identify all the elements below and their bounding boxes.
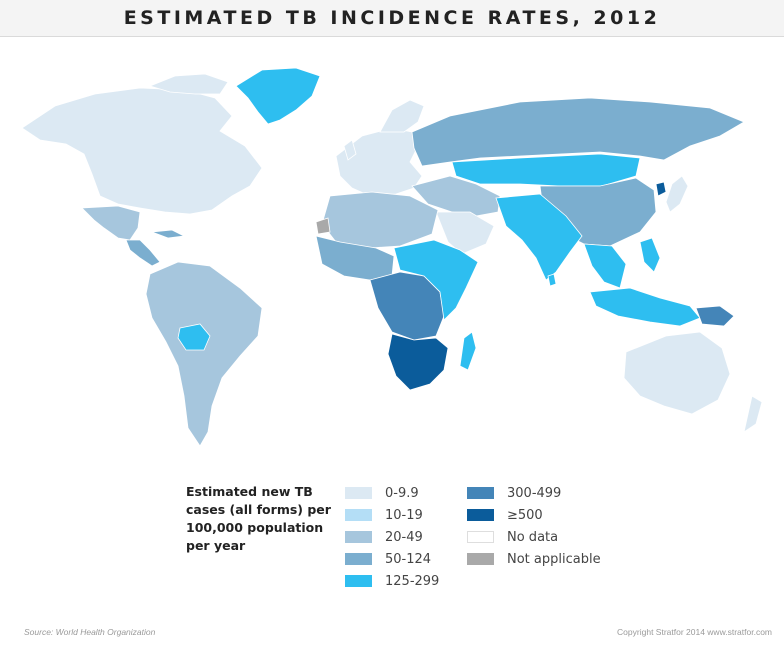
region-middle-east bbox=[411, 175, 501, 217]
legend-label: 300-499 bbox=[507, 485, 562, 501]
legend-item: 0-9.9 bbox=[345, 482, 439, 504]
region-north-america-islands bbox=[148, 73, 229, 95]
region-philippines bbox=[639, 237, 661, 273]
legend-swatch bbox=[345, 553, 372, 565]
legend-item: 50-124 bbox=[345, 548, 439, 570]
legend-column-1: 0-9.9 10-19 20-49 50-124 125-299 bbox=[345, 482, 439, 592]
legend-swatch bbox=[467, 509, 494, 521]
region-australia bbox=[623, 331, 731, 415]
legend-swatch bbox=[467, 487, 494, 499]
legend-swatch bbox=[467, 531, 494, 543]
region-south-america bbox=[145, 261, 263, 447]
region-central-africa bbox=[369, 271, 445, 341]
region-se-asia-islands bbox=[589, 287, 701, 327]
world-map bbox=[21, 67, 763, 447]
legend-swatch bbox=[345, 509, 372, 521]
legend-label: Not applicable bbox=[507, 551, 601, 567]
legend-item: 125-299 bbox=[345, 570, 439, 592]
region-caribbean bbox=[151, 229, 186, 239]
region-sri-lanka bbox=[547, 273, 557, 287]
legend-swatch bbox=[467, 553, 494, 565]
region-new-zealand bbox=[743, 395, 763, 433]
map-title: ESTIMATED TB INCIDENCE RATES, 2012 bbox=[123, 7, 661, 29]
region-png bbox=[695, 305, 735, 327]
region-europe bbox=[335, 127, 423, 197]
legend-swatch bbox=[345, 487, 372, 499]
region-east-africa bbox=[393, 239, 479, 321]
legend-swatch bbox=[345, 531, 372, 543]
title-bar: ESTIMATED TB INCIDENCE RATES, 2012 bbox=[0, 0, 784, 37]
legend-item: 20-49 bbox=[345, 526, 439, 548]
region-southern-africa bbox=[387, 333, 449, 391]
region-greenland bbox=[235, 67, 321, 125]
legend-item: Not applicable bbox=[467, 548, 601, 570]
legend-heading: Estimated new TB cases (all forms) per 1… bbox=[186, 484, 331, 553]
source-note: Source: World Health Organization bbox=[24, 627, 156, 637]
region-scandinavia bbox=[379, 99, 425, 133]
region-bolivia bbox=[177, 323, 211, 351]
legend-label: 0-9.9 bbox=[385, 485, 419, 501]
region-mexico bbox=[81, 205, 141, 241]
region-india bbox=[495, 193, 583, 281]
region-north-america bbox=[21, 87, 263, 215]
legend-label: 10-19 bbox=[385, 507, 423, 523]
legend-item: 10-19 bbox=[345, 504, 439, 526]
region-central-asia bbox=[451, 153, 641, 187]
region-russia bbox=[411, 97, 745, 167]
legend-label: No data bbox=[507, 529, 559, 545]
region-madagascar bbox=[459, 331, 477, 371]
legend-item: ≥500 bbox=[467, 504, 601, 526]
legend-item: 300-499 bbox=[467, 482, 601, 504]
region-se-asia-mainland bbox=[583, 243, 627, 289]
copyright-note: Copyright Stratfor 2014 www.stratfor.com bbox=[617, 627, 772, 637]
region-japan bbox=[665, 175, 689, 213]
legend-item: No data bbox=[467, 526, 601, 548]
region-north-africa bbox=[321, 191, 439, 249]
legend-label: ≥500 bbox=[507, 507, 543, 523]
legend-swatch bbox=[345, 575, 372, 587]
region-central-america bbox=[125, 239, 161, 267]
legend-column-2: 300-499 ≥500 No data Not applicable bbox=[467, 482, 601, 570]
legend-label: 50-124 bbox=[385, 551, 432, 567]
region-north-korea bbox=[655, 181, 667, 197]
region-uk bbox=[343, 139, 357, 161]
legend-label: 125-299 bbox=[385, 573, 440, 589]
region-western-sahara bbox=[315, 217, 331, 235]
region-arabia bbox=[435, 211, 495, 255]
legend-label: 20-49 bbox=[385, 529, 423, 545]
